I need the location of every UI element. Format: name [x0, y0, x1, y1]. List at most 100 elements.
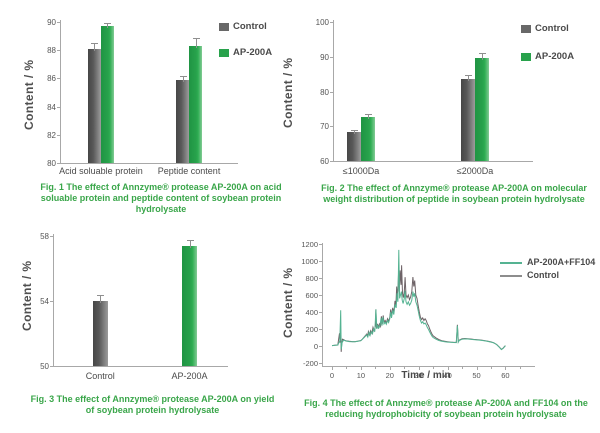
fig2-x-axis	[333, 161, 533, 162]
fig1-y-axis	[60, 20, 61, 163]
error-bar-cap	[97, 294, 105, 296]
x-tick	[346, 367, 348, 369]
error-bar-stem	[195, 38, 197, 48]
y-tick	[50, 236, 53, 237]
y-tick-label: 100	[315, 18, 329, 27]
y-tick-label: -200	[302, 359, 318, 368]
Control-bar	[461, 79, 475, 161]
y-tick	[57, 22, 60, 23]
y-tick-label: 800	[305, 274, 318, 283]
y-tick-label: 86	[47, 74, 56, 84]
error-bar-stem	[94, 43, 96, 51]
y-tick	[319, 261, 322, 262]
AP-200A+FF104-legend-line	[500, 262, 522, 264]
AP-200A+FF104-trace	[331, 249, 506, 351]
Control-legend-label: Control	[233, 21, 267, 32]
AP-200A-bar	[361, 116, 375, 161]
fig3-caption: Fig. 3 The effect of Annzyme® protease A…	[30, 394, 275, 415]
Control-legend-swatch	[521, 25, 531, 33]
error-bar-cap	[91, 43, 99, 45]
x-tick	[447, 367, 449, 370]
AP-200A-legend-label: AP-200A	[535, 51, 575, 62]
Control-legend-swatch	[219, 23, 229, 31]
y-tick	[57, 134, 60, 136]
y-tick-label: 84	[47, 102, 56, 112]
x-tick	[418, 367, 420, 370]
y-tick	[319, 346, 322, 347]
y-tick	[50, 301, 53, 302]
y-tick	[330, 161, 333, 162]
y-tick	[57, 163, 60, 164]
category-label: ≤2000Da	[456, 166, 494, 176]
y-tick-label: 50	[40, 362, 49, 371]
y-tick	[319, 295, 322, 296]
y-tick-label: 200	[305, 325, 318, 334]
error-bar-stem	[107, 23, 109, 29]
fig4-y-axis	[322, 243, 323, 367]
x-tick	[490, 367, 492, 369]
y-tick-label: 80	[320, 87, 329, 97]
y-tick	[319, 312, 322, 313]
y-tick	[319, 329, 322, 330]
AP-200A-bar	[182, 245, 197, 366]
Control-trace	[331, 265, 506, 352]
y-tick	[319, 244, 322, 245]
error-bar-stem	[182, 75, 184, 82]
y-tick-label: 600	[305, 291, 318, 300]
error-bar-cap	[179, 75, 187, 77]
y-tick-label: 400	[305, 308, 318, 317]
fig3-x-axis	[53, 366, 228, 367]
fig3-y-axis	[53, 234, 54, 366]
error-bar-cap	[479, 52, 486, 54]
category-label: Control	[85, 371, 115, 381]
AP-200A-bar	[189, 45, 203, 163]
fig4-caption: Fig. 4 The effect of Annzyme® protease A…	[304, 398, 588, 419]
x-tick	[404, 367, 406, 369]
AP-200A-legend-swatch	[219, 49, 229, 57]
y-tick	[57, 50, 60, 52]
x-tick-label: 20	[385, 371, 394, 380]
y-tick-label: 1000	[301, 257, 318, 266]
category-label: Acid soluable protein	[59, 166, 143, 176]
y-tick	[330, 91, 333, 93]
y-tick-label: 90	[320, 52, 329, 62]
y-tick-label: 82	[47, 130, 56, 140]
y-tick	[57, 78, 60, 80]
y-tick	[319, 278, 322, 279]
error-bar-stem	[468, 75, 469, 82]
x-tick	[462, 367, 464, 369]
error-bar-cap	[465, 75, 472, 77]
x-tick	[519, 367, 521, 369]
x-tick	[332, 367, 333, 370]
x-tick-label: 40	[443, 371, 452, 380]
error-bar-cap	[192, 38, 200, 40]
error-bar-cap	[365, 114, 372, 116]
error-bar-stem	[482, 52, 483, 61]
AP-200A+FF104-legend-label: AP-200A+FF104	[527, 257, 596, 267]
category-label: Peptide content	[157, 166, 221, 176]
y-tick-label: 88	[47, 46, 56, 56]
Control-legend-label: Control	[527, 270, 559, 280]
Control-bar	[92, 301, 108, 366]
AP-200A-legend-swatch	[521, 53, 531, 61]
Control-bar	[176, 79, 190, 163]
fig2-y-axis	[333, 20, 334, 161]
y-tick-label: 70	[320, 122, 329, 132]
error-bar-stem	[368, 114, 369, 119]
AP-200A-legend-label: AP-200A	[233, 47, 273, 58]
error-bar-cap	[104, 23, 112, 25]
category-label: AP-200A	[171, 371, 208, 381]
Control-legend-label: Control	[535, 23, 569, 34]
error-bar-cap	[186, 240, 194, 242]
x-tick-label: 0	[329, 371, 335, 380]
fig2-caption: Fig. 2 The effect of Annzyme® protease A…	[321, 183, 587, 204]
x-tick-label: 10	[356, 371, 366, 380]
y-tick-label: 80	[47, 159, 56, 168]
x-tick-label: 60	[501, 371, 510, 380]
y-tick-label: 1200	[301, 240, 318, 249]
y-tick	[330, 56, 333, 58]
AP-200A-bar	[100, 26, 114, 163]
x-tick	[360, 367, 362, 370]
x-tick	[433, 367, 435, 369]
